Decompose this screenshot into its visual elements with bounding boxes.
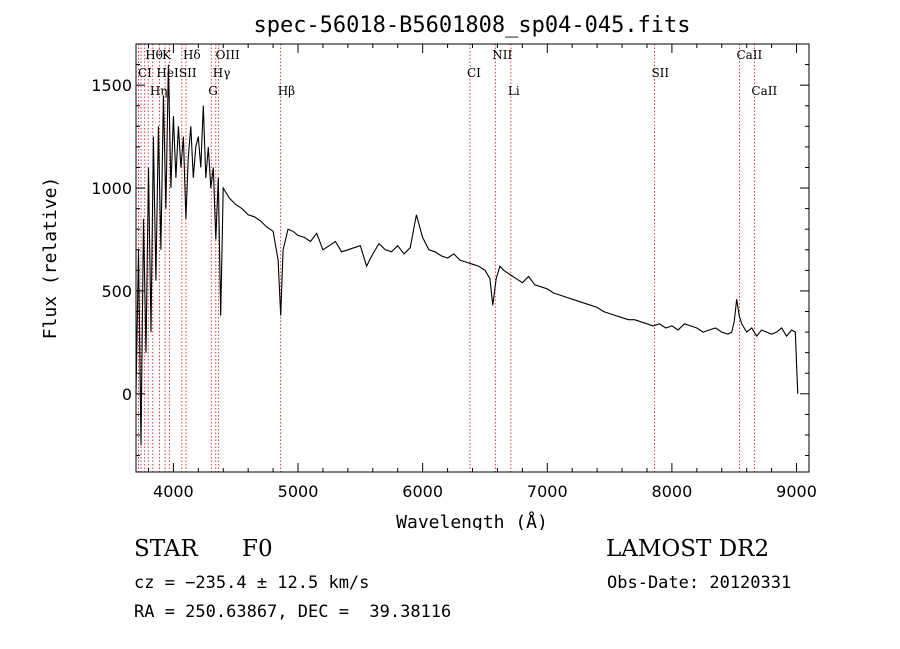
coordinates: RA = 250.63867, DEC = 39.38116 — [134, 602, 452, 622]
spectrum-line — [135, 64, 799, 446]
observation-date: Obs-Date: 20120331 — [607, 573, 792, 593]
line-label: SII — [651, 66, 669, 80]
y-tick-label: 1000 — [91, 179, 132, 198]
line-label: G — [208, 84, 218, 98]
x-tick-label: 6000 — [402, 482, 443, 501]
line-label: Hβ — [278, 84, 295, 98]
x-tick-label: 8000 — [652, 482, 693, 501]
y-axis-label: Flux (relative) — [40, 177, 61, 340]
y-tick-label: 0 — [122, 385, 132, 404]
object-type: STAR — [134, 536, 198, 562]
line-label: Hγ — [213, 66, 231, 80]
x-axis-ticks: 4000 5000 6000 7000 8000 9000 — [147, 44, 817, 501]
y-tick-label: 1500 — [91, 76, 132, 95]
plot-frame — [135, 43, 810, 473]
line-label: SII — [179, 66, 197, 80]
y-axis-ticks: 0 500 1000 1500 — [91, 43, 809, 457]
radial-velocity: cz = −235.4 ± 12.5 km/s — [134, 573, 370, 593]
line-label: Li — [508, 84, 520, 98]
line-label: K — [162, 48, 172, 62]
y-tick-label: 500 — [101, 282, 132, 301]
x-tick-label: 7000 — [527, 482, 568, 501]
survey-name: LAMOST DR2 — [606, 536, 770, 562]
x-tick-label: 4000 — [153, 482, 194, 501]
chart-title: spec-56018-B5601808_sp04-045.fits — [253, 13, 690, 38]
spectral-line-markers — [138, 44, 755, 472]
spectral-class: F0 — [242, 536, 273, 562]
line-label: CI — [138, 66, 152, 80]
spectrum-chart: spec-56018-B5601808_sp04-045.fits Hθ K Hδ O… — [40, 13, 817, 530]
line-label: CaII — [751, 84, 777, 98]
x-tick-label: 9000 — [776, 482, 817, 501]
line-label: NII — [492, 48, 512, 62]
line-label: Hθ — [145, 48, 163, 62]
line-label: OIII — [216, 48, 240, 62]
line-label: CI — [467, 66, 481, 80]
line-label: Hδ — [183, 48, 201, 62]
x-axis-label: Wavelength (Å) — [396, 511, 548, 530]
line-label: CaII — [736, 48, 762, 62]
line-label: Hη — [150, 84, 168, 98]
x-tick-label: 5000 — [278, 482, 319, 501]
